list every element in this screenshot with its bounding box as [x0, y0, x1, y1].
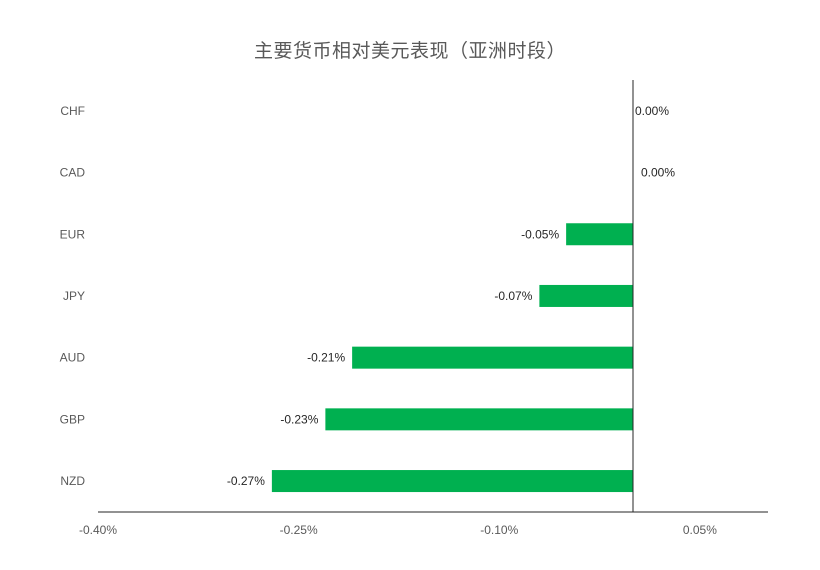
data-label-nzd: -0.27% — [227, 474, 265, 488]
x-tick-label: -0.25% — [280, 523, 318, 537]
bar-gbp — [325, 408, 633, 431]
data-label-chf: 0.00% — [635, 104, 669, 118]
category-label-jpy: JPY — [63, 289, 85, 303]
bar-eur — [566, 223, 633, 246]
category-label-nzd: NZD — [60, 474, 85, 488]
data-label-aud: -0.21% — [307, 351, 345, 365]
data-label-eur: -0.05% — [521, 227, 559, 241]
category-label-eur: EUR — [60, 227, 86, 241]
labels-layer: CHF 0.00% CAD 0.00% EUR -0.05% JPY -0.07% AUD -0.… — [60, 104, 676, 488]
bars-layer — [271, 223, 633, 493]
bar-jpy — [539, 284, 633, 307]
data-label-gbp: -0.23% — [280, 412, 318, 426]
axis-layer: -0.40% -0.25% -0.10% 0.05% — [79, 80, 768, 537]
category-label-gbp: GBP — [60, 412, 85, 426]
data-label-jpy: -0.07% — [494, 289, 532, 303]
data-label-cad: 0.00% — [641, 166, 675, 180]
bar-aud — [352, 346, 633, 369]
category-label-chf: CHF — [60, 104, 85, 118]
x-tick-label: -0.40% — [79, 523, 117, 537]
bar-nzd — [271, 470, 633, 493]
chart-title: 主要货币相对美元表现（亚洲时段） — [253, 40, 566, 62]
x-tick-label: -0.10% — [480, 523, 518, 537]
x-tick-label: 0.05% — [683, 523, 717, 537]
category-label-cad: CAD — [60, 166, 86, 180]
category-label-aud: AUD — [60, 351, 86, 365]
